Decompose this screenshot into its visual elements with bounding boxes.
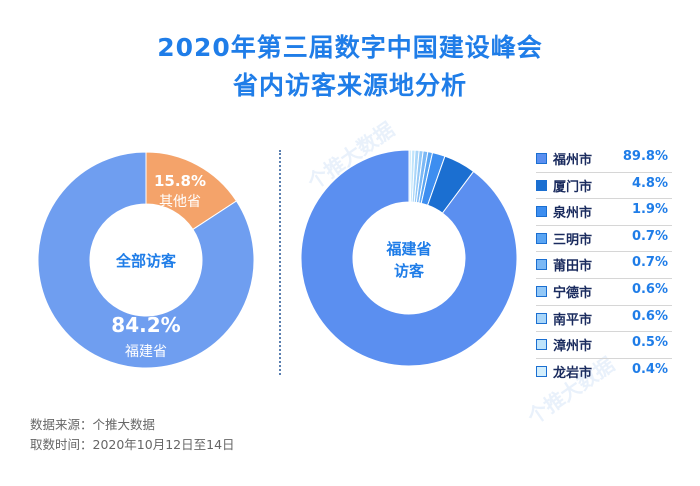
fujian-label: 福建省 (125, 344, 167, 360)
chart-title-line1: 2020年第三届数字中国建设峰会 (157, 33, 543, 62)
legend: 福州市 89.8% 厦门市 4.8% 泉州市 1.9% 三明市 0.7% 莆田市 0.7% 宁德市 0… (536, 146, 672, 384)
legend-swatch (536, 153, 547, 164)
legend-label: 漳州市 (553, 339, 593, 355)
right-donut-hole (354, 203, 464, 313)
legend-label: 莆田市 (553, 259, 593, 275)
right-donut-slice-8 (300, 149, 518, 367)
fujian-value: 84.2% (111, 313, 180, 337)
legend-value: 4.8% (631, 175, 668, 191)
legend-swatch (536, 339, 547, 351)
legend-swatch (536, 232, 547, 244)
legend-item: 南平市 0.6% (536, 306, 672, 333)
legend-item: 厦门市 4.8% (536, 173, 672, 200)
data-time-note: 取数时间：2020年10月12日至14日 (30, 437, 235, 452)
legend-value: 1.9% (631, 202, 668, 218)
right-donut-center-label-line2: 访客 (394, 262, 425, 280)
legend-value: 0.7% (631, 255, 668, 271)
legend-value: 89.8% (622, 149, 668, 164)
legend-item: 宁德市 0.6% (536, 279, 672, 306)
legend-item: 泉州市 1.9% (536, 199, 672, 226)
legend-label: 三明市 (553, 232, 593, 248)
left-donut-center-label: 全部访客 (115, 252, 177, 270)
legend-label: 福州市 (553, 153, 593, 168)
legend-swatch (536, 259, 547, 271)
legend-swatch (536, 179, 547, 191)
right-donut-center-label-line1: 福建省 (385, 240, 431, 258)
data-source-note: 数据来源：个推大数据 (30, 417, 156, 432)
legend-item: 莆田市 0.7% (536, 252, 672, 279)
other-province-label: 其他省 (159, 194, 201, 210)
legend-swatch (536, 312, 547, 324)
legend-item: 福州市 89.8% (536, 146, 672, 173)
legend-label: 宁德市 (553, 285, 593, 301)
legend-label: 厦门市 (553, 179, 593, 195)
chart-title-line2: 省内访客来源地分析 (232, 71, 467, 100)
legend-swatch (536, 285, 547, 297)
legend-label: 泉州市 (553, 206, 593, 222)
legend-value: 0.5% (631, 335, 668, 351)
legend-item: 漳州市 0.5% (536, 332, 672, 359)
legend-value: 0.6% (631, 281, 668, 297)
legend-item: 龙岩市 0.4% (536, 359, 672, 385)
legend-value: 0.6% (631, 308, 668, 324)
left-donut-slice-1 (37, 151, 255, 369)
legend-value: 0.4% (631, 361, 668, 377)
legend-label: 龙岩市 (553, 365, 593, 381)
left-donut-hole (91, 205, 201, 315)
legend-value: 0.7% (631, 228, 668, 244)
legend-swatch (536, 365, 547, 377)
chart-divider (279, 150, 281, 375)
legend-item: 三明市 0.7% (536, 226, 672, 253)
other-province-value: 15.8% (154, 172, 206, 190)
legend-swatch (536, 206, 547, 218)
legend-label: 南平市 (553, 312, 593, 328)
